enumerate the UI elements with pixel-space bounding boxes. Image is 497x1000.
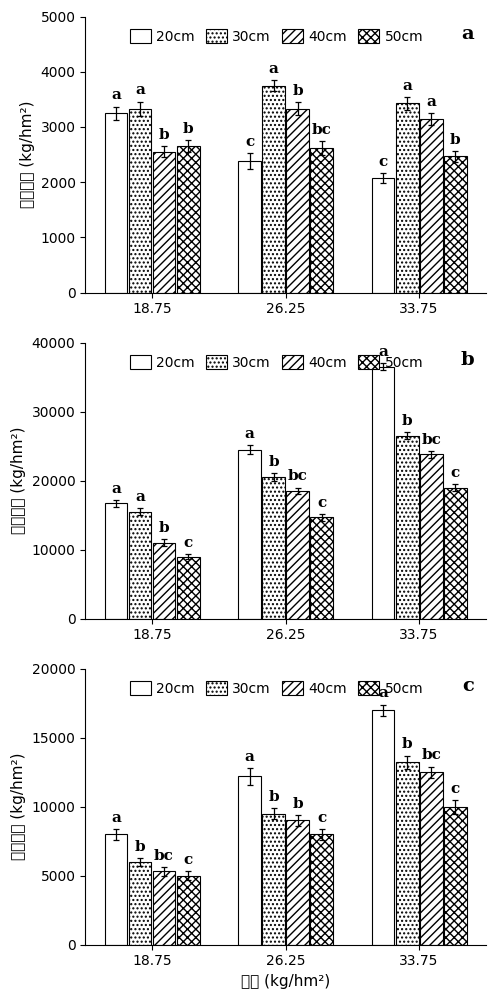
Text: a: a: [426, 95, 436, 109]
Bar: [396, 103, 418, 293]
Bar: [176, 876, 199, 945]
Text: a: a: [378, 686, 388, 700]
Legend: 20cm, 30cm, 40cm, 50cm: 20cm, 30cm, 40cm, 50cm: [124, 676, 429, 702]
Bar: [420, 119, 442, 293]
Legend: 20cm, 30cm, 40cm, 50cm: 20cm, 30cm, 40cm, 50cm: [124, 350, 429, 375]
Bar: [372, 178, 395, 293]
Bar: [129, 862, 152, 945]
Bar: [420, 772, 442, 945]
Text: c: c: [245, 135, 254, 149]
Text: a: a: [461, 25, 474, 43]
Text: b: b: [268, 455, 279, 469]
Text: c: c: [451, 782, 460, 796]
Text: a: a: [268, 62, 278, 76]
Text: b: b: [183, 122, 193, 136]
Bar: [444, 156, 467, 293]
Text: a: a: [402, 79, 412, 93]
Bar: [129, 512, 152, 619]
Bar: [238, 450, 261, 619]
Bar: [104, 834, 127, 945]
Bar: [310, 517, 333, 619]
Text: c: c: [451, 466, 460, 480]
X-axis label: 播量 (kg/hm²): 播量 (kg/hm²): [241, 974, 330, 989]
Text: c: c: [378, 155, 388, 169]
Bar: [286, 109, 309, 293]
Text: c: c: [183, 853, 193, 867]
Bar: [104, 503, 127, 619]
Bar: [129, 109, 152, 293]
Text: b: b: [292, 84, 303, 98]
Text: b: b: [450, 133, 461, 147]
Text: bc: bc: [421, 748, 441, 762]
Legend: 20cm, 30cm, 40cm, 50cm: 20cm, 30cm, 40cm, 50cm: [124, 24, 429, 49]
Bar: [153, 871, 175, 945]
Bar: [176, 146, 199, 293]
Text: a: a: [111, 482, 121, 496]
Bar: [310, 148, 333, 293]
Bar: [286, 820, 309, 945]
Bar: [420, 454, 442, 619]
Text: b: b: [159, 521, 169, 535]
Text: b: b: [268, 790, 279, 804]
Text: bc: bc: [154, 849, 174, 863]
Text: c: c: [183, 536, 193, 550]
Bar: [310, 834, 333, 945]
Text: a: a: [135, 490, 145, 504]
Text: b: b: [135, 840, 145, 854]
Text: a: a: [135, 83, 145, 97]
Text: a: a: [111, 811, 121, 825]
Bar: [238, 161, 261, 293]
Text: a: a: [245, 750, 254, 764]
Text: a: a: [245, 427, 254, 441]
Bar: [104, 113, 127, 293]
Text: b: b: [402, 737, 413, 751]
Text: bc: bc: [312, 123, 331, 137]
Bar: [238, 776, 261, 945]
Bar: [444, 488, 467, 619]
Y-axis label: 秸秆产量 (kg/hm²): 秸秆产量 (kg/hm²): [11, 753, 26, 860]
Bar: [286, 491, 309, 619]
Bar: [176, 557, 199, 619]
Text: c: c: [317, 496, 326, 510]
Bar: [444, 807, 467, 945]
Bar: [262, 477, 285, 619]
Bar: [396, 436, 418, 619]
Y-axis label: 种子产量 (kg/hm²): 种子产量 (kg/hm²): [20, 101, 35, 208]
Text: c: c: [462, 677, 474, 695]
Text: c: c: [317, 811, 326, 825]
Text: a: a: [111, 88, 121, 102]
Bar: [396, 762, 418, 945]
Bar: [372, 710, 395, 945]
Y-axis label: 鲜草产量 (kg/hm²): 鲜草产量 (kg/hm²): [11, 427, 26, 534]
Text: a: a: [378, 345, 388, 359]
Text: bc: bc: [421, 433, 441, 447]
Bar: [262, 86, 285, 293]
Bar: [372, 367, 395, 619]
Text: b: b: [460, 351, 474, 369]
Text: bc: bc: [288, 469, 308, 483]
Bar: [153, 152, 175, 293]
Text: b: b: [402, 414, 413, 428]
Bar: [153, 543, 175, 619]
Text: b: b: [159, 128, 169, 142]
Text: b: b: [292, 797, 303, 811]
Bar: [262, 814, 285, 945]
